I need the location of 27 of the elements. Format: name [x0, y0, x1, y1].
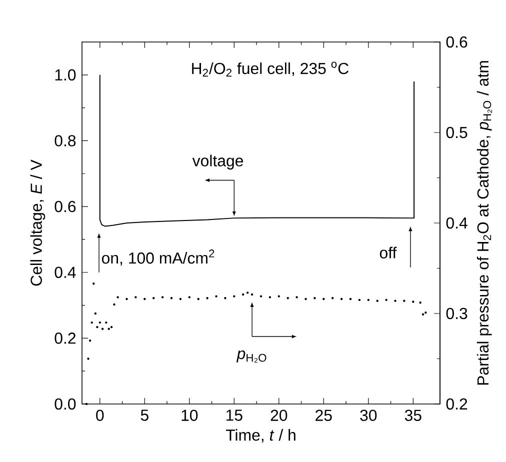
- y2-tick-label: 0.3: [446, 308, 468, 320]
- y2-tick-label: 0.2: [446, 398, 468, 410]
- x-axis-title: Time, t / h: [226, 429, 296, 443]
- x-tick-label: 0: [96, 410, 104, 421]
- annotation: p$_{H₂O}$: [236, 350, 266, 363]
- y2-tick-label: 0.4: [446, 217, 468, 229]
- x-tick-label: 30: [360, 410, 377, 421]
- x-tick-label: 10: [182, 410, 198, 421]
- text: H$_{2}$/O$_{2}$ fuel cell, 235 $^{o}$C: [192, 62, 348, 77]
- x-tick-label: 5: [140, 410, 148, 421]
- x-tick-label: 20: [270, 410, 288, 421]
- annotation: off: [380, 246, 397, 258]
- y2-tick-label: 0.6: [446, 36, 468, 48]
- annotation: on, 100 mA/cm$^{2}$: [102, 250, 214, 266]
- y-tick-label: 0.4: [54, 266, 76, 278]
- y-tick-label: 0.8: [54, 135, 76, 146]
- y2-tick-label: 0.5: [446, 126, 468, 138]
- x-tick-label: 25: [316, 410, 332, 421]
- y-tick-label: 0.0: [54, 398, 76, 410]
- y-tick-label: 0.6: [54, 200, 76, 212]
- y2-axis-title: Partial pressure of H$_{2}$O at Cathode, p$_{H₂O}$ / atm: [476, 61, 492, 385]
- x-tick-label: 15: [226, 410, 242, 421]
- y-axis-title: Cell voltage, E / V: [30, 160, 46, 286]
- x-tick-label: 35: [404, 410, 422, 421]
- annotation: voltage: [192, 154, 244, 170]
- y-tick-label: 1.0: [55, 69, 76, 81]
- y-tick-label: 0.2: [54, 332, 76, 344]
